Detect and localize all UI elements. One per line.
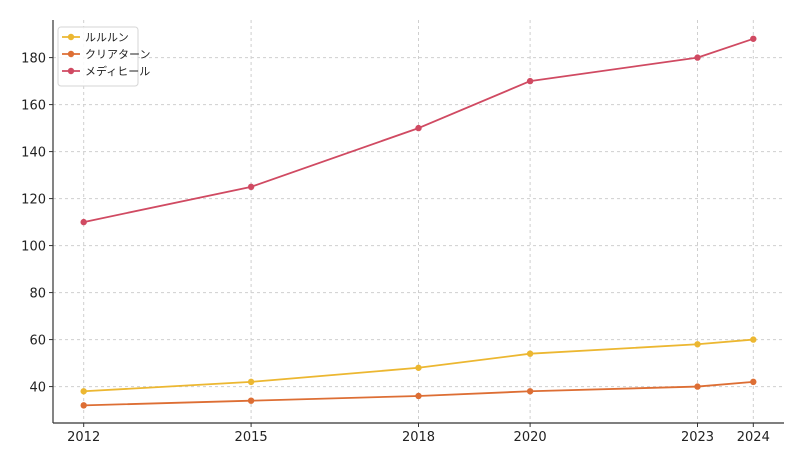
x-tick-label: 2023: [681, 430, 714, 445]
data-point: [415, 392, 422, 400]
legend-swatch-marker: [67, 67, 75, 75]
legend-label: ルルルン: [85, 31, 129, 44]
series-line-1: [83, 380, 754, 407]
data-point: [694, 54, 701, 61]
data-point: [526, 350, 534, 357]
legend-swatch-marker: [67, 33, 75, 41]
grid: [53, 20, 784, 423]
y-tick-label: 60: [29, 334, 46, 349]
legend-swatch-marker: [67, 50, 75, 58]
x-tick-label: 2018: [402, 430, 435, 445]
data-point: [694, 341, 701, 348]
series-lines: [80, 35, 757, 409]
y-tick-label: 120: [21, 193, 46, 208]
x-tick-label: 2024: [737, 430, 770, 445]
y-tick-label: 100: [21, 240, 46, 255]
x-tick-label: 2015: [235, 430, 268, 445]
y-tick-label: 180: [21, 52, 46, 67]
y-tick-label: 160: [21, 99, 46, 114]
data-point: [80, 388, 87, 395]
data-point: [750, 336, 757, 343]
data-point: [415, 364, 422, 371]
axes: 40 60 80 100 120 140 160 180 2012 2015 2018 2020 202…: [21, 20, 784, 445]
data-point: [750, 35, 757, 42]
data-point: [526, 388, 534, 395]
x-tick-label: 2020: [514, 430, 547, 445]
y-tick-label: 40: [29, 381, 46, 396]
data-point: [247, 378, 255, 386]
data-point: [80, 218, 87, 226]
data-point: [247, 397, 255, 404]
y-tick-label: 80: [29, 287, 46, 302]
data-point: [526, 77, 534, 85]
series-line-0: [83, 338, 754, 393]
legend-label: メディヒール: [85, 64, 150, 78]
y-tick-label: 140: [21, 146, 46, 161]
data-point: [694, 383, 701, 390]
data-point: [247, 183, 255, 191]
legend-label: クリアターン: [85, 48, 150, 61]
x-tick-label: 2012: [67, 430, 100, 445]
data-point: [750, 378, 757, 386]
data-point: [80, 402, 87, 409]
series-line-2: [83, 37, 754, 223]
data-point: [415, 124, 422, 132]
